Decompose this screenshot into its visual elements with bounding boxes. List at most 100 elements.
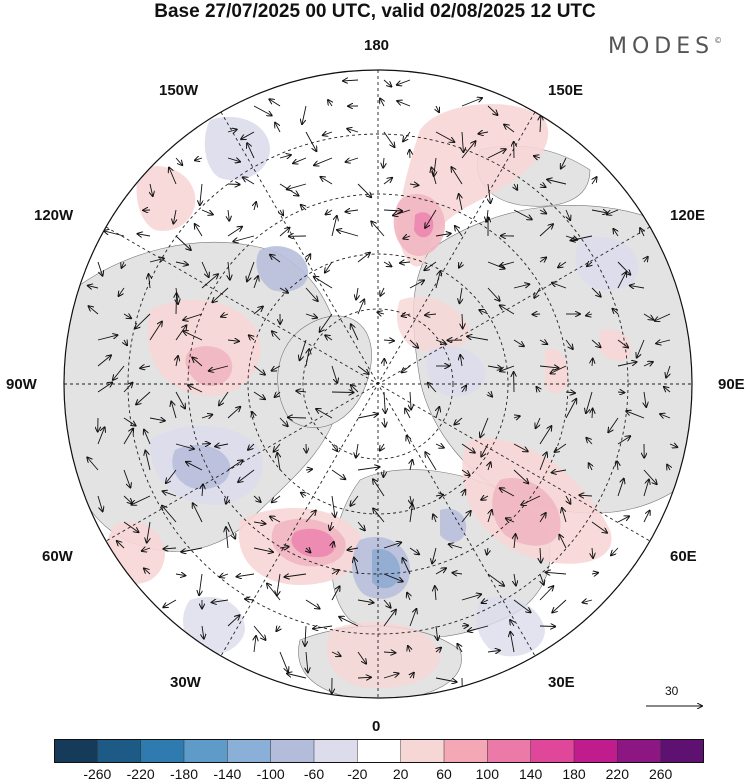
wind-arrow — [300, 339, 307, 360]
wind-arrow — [539, 210, 546, 214]
lon-label-60w: 60W — [42, 548, 73, 565]
colorbar-segment — [660, 739, 704, 763]
wind-arrow — [462, 490, 465, 497]
wind-arrow — [113, 365, 125, 380]
wind-arrow — [462, 131, 463, 152]
wind-arrow — [135, 313, 151, 328]
anomaly-15 — [600, 329, 631, 362]
wind-arrow — [669, 444, 677, 447]
wind-arrow — [331, 365, 337, 383]
wind-arrow — [539, 586, 553, 601]
wind-arrow — [252, 412, 254, 419]
wind-arrow — [288, 417, 307, 418]
wind-arrow — [487, 547, 488, 555]
wind-arrow — [664, 387, 671, 392]
wind-arrow — [228, 261, 230, 280]
wind-arrow — [539, 626, 555, 627]
wind-arrow — [175, 157, 182, 165]
wind-arrow — [123, 469, 130, 488]
wind-arrow — [305, 314, 317, 318]
wind-arrow — [409, 184, 418, 185]
wind-arrow — [500, 365, 515, 371]
anomaly-24 — [440, 508, 467, 542]
chart-title: Base 27/07/2025 00 UTC, valid 02/08/2025… — [154, 1, 596, 22]
anomaly-26 — [183, 596, 245, 655]
wind-arrow — [149, 258, 164, 262]
wind-arrow — [403, 558, 411, 575]
wind-arrow — [227, 615, 240, 627]
wind-arrow — [660, 414, 671, 418]
lon-label-0: 0 — [372, 718, 381, 735]
wind-arrow — [332, 495, 335, 517]
wind-arrow — [348, 548, 359, 550]
wind-arrow — [461, 626, 468, 627]
wind-arrow — [163, 599, 177, 607]
wind-arrow — [383, 157, 384, 168]
lon-label-150e: 150E — [548, 82, 584, 99]
wind-arrow — [383, 79, 391, 87]
wind-arrow — [617, 436, 630, 445]
wind-arrow — [407, 436, 410, 445]
wind-arrow — [339, 617, 359, 627]
graticule — [64, 70, 692, 698]
wind-arrow — [455, 226, 463, 237]
wind-arrow — [566, 495, 570, 504]
wind-arrow — [513, 284, 529, 289]
wind-arrow — [510, 632, 515, 653]
wind-arrow — [356, 443, 358, 458]
wind-arrow — [407, 593, 410, 601]
wind-arrow — [536, 417, 541, 428]
colorbar-tick-label: 20 — [392, 766, 409, 782]
wind-arrow — [202, 625, 204, 639]
colorbar-segment — [183, 739, 229, 763]
wind-arrow — [314, 157, 333, 165]
wind-arrow — [279, 547, 289, 548]
anomaly-17 — [172, 445, 231, 490]
wind-arrow — [277, 453, 280, 471]
wind-arrow — [192, 358, 203, 367]
wind-arrow — [393, 209, 411, 215]
wind-arrow — [238, 469, 255, 482]
wind-vectors — [87, 80, 677, 696]
wind-arrow — [592, 359, 593, 367]
wind-arrow — [285, 574, 307, 577]
wind-arrow — [123, 314, 131, 318]
wind-arrow — [451, 167, 463, 185]
wind-arrow — [435, 340, 446, 344]
wind-arrow — [488, 392, 492, 397]
wind-arrow — [215, 444, 229, 447]
wind-arrow — [306, 349, 309, 367]
wind-arrow — [561, 157, 567, 169]
wind-arrow — [226, 495, 228, 504]
wind-arrow — [274, 443, 281, 452]
wind-arrow — [513, 599, 531, 612]
wind-arrow — [221, 314, 229, 317]
wind-arrow — [195, 158, 203, 160]
wind-arrow — [247, 143, 255, 159]
wind-arrow — [656, 340, 671, 344]
wind-arrow — [410, 673, 414, 678]
colorbar-segment — [97, 739, 142, 763]
wind-arrow — [462, 386, 466, 393]
wind-arrow — [301, 205, 306, 210]
wind-arrow — [305, 625, 306, 646]
wind-arrow — [436, 648, 441, 652]
wind-arrow — [383, 674, 399, 679]
wind-arrow — [328, 100, 332, 107]
wind-arrow — [337, 230, 359, 237]
anomaly-23 — [426, 346, 486, 397]
wind-arrow — [539, 224, 553, 237]
wind-arrow — [617, 516, 629, 523]
wind-arrow — [500, 305, 515, 315]
wind-arrow — [306, 254, 310, 263]
wind-arrow — [383, 178, 392, 185]
wind-arrow — [166, 469, 177, 483]
wind-arrow — [183, 331, 203, 341]
wind-arrow — [253, 276, 258, 289]
wind-arrow — [323, 132, 333, 135]
wind-arrow — [325, 335, 333, 340]
wind-arrow — [357, 467, 380, 470]
wind-arrow — [457, 644, 462, 653]
wind-arrow — [306, 548, 310, 552]
wind-arrow — [253, 105, 272, 116]
